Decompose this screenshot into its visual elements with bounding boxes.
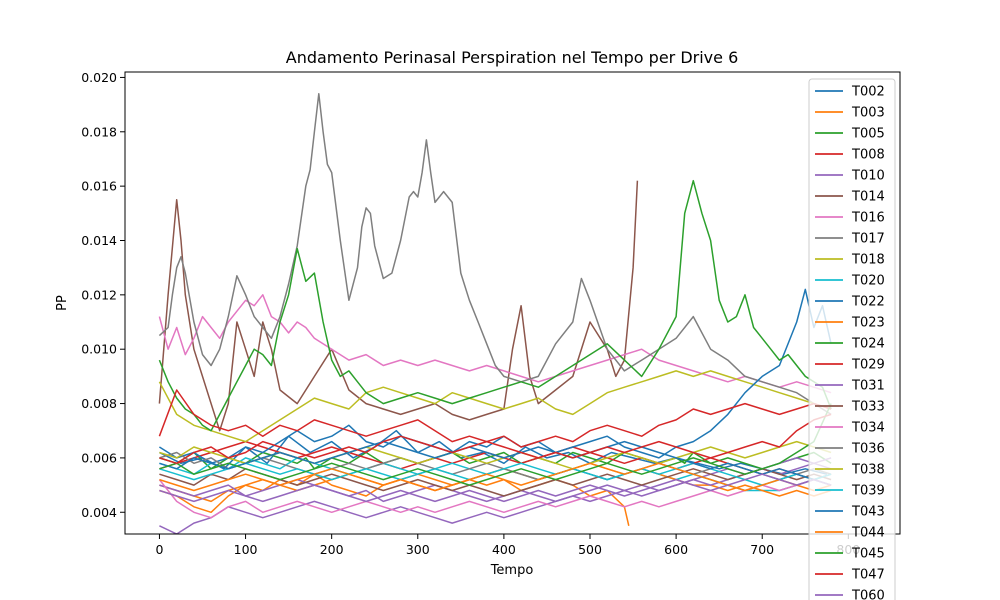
- y-tick-label: 0.012: [81, 287, 117, 302]
- series-line-t014: [158, 180, 639, 432]
- legend-label: T024: [851, 337, 885, 352]
- series-line-t034: [158, 478, 832, 519]
- series-line-t045: [159, 403, 832, 486]
- series-line-t060: [159, 473, 832, 503]
- legend-label: T017: [851, 232, 885, 247]
- x-tick-label: 400: [492, 542, 516, 557]
- legend-label: T014: [851, 190, 885, 205]
- legend-label: T036: [851, 442, 885, 457]
- legend-label: T020: [851, 274, 885, 289]
- x-tick-label: 0: [155, 542, 163, 557]
- x-axis-label: Tempo: [490, 563, 534, 578]
- legend-label: T033: [851, 400, 885, 415]
- x-tick-label: 300: [406, 542, 430, 557]
- y-axis: 0.004 0.006 0.008 0.010 0.012 0.014 0.016 0.018…: [81, 70, 125, 520]
- y-tick-label: 0.020: [81, 70, 117, 85]
- y-tick-label: 0.018: [81, 124, 117, 139]
- chart-title: Andamento Perinasal Perspiration nel Tem…: [286, 48, 739, 67]
- legend-label: T002: [851, 85, 885, 100]
- x-tick-label: 100: [234, 542, 258, 557]
- y-tick-label: 0.014: [81, 233, 117, 248]
- legend-label: T018: [851, 253, 885, 268]
- plot-frame: [124, 71, 901, 535]
- legend-label: T016: [851, 211, 885, 226]
- legend-label: T034: [851, 421, 885, 436]
- y-tick-label: 0.006: [81, 450, 117, 465]
- legend-label: T031: [851, 379, 885, 394]
- series-line-t029: [158, 389, 832, 448]
- legend-label: T005: [851, 127, 885, 142]
- y-tick-label: 0.016: [81, 179, 117, 194]
- series-line-t039: [159, 462, 832, 486]
- legend-label: T003: [851, 106, 885, 121]
- x-tick-label: 600: [664, 542, 688, 557]
- legend-label: T023: [851, 316, 885, 331]
- y-tick-label: 0.010: [81, 342, 117, 357]
- series-line-t017: [158, 92, 832, 416]
- legend-label: T045: [851, 547, 885, 562]
- legend-label: T029: [851, 358, 885, 373]
- legend-label: T060: [851, 589, 885, 600]
- legend: T002 T003 T005 T008 T010 T014 T016 T017 T018 T020…: [808, 78, 896, 600]
- series-line-t024: [158, 179, 832, 432]
- legend-label: T022: [851, 295, 885, 310]
- x-tick-label: 700: [750, 542, 774, 557]
- legend-label: T047: [851, 568, 885, 583]
- x-tick-label: 500: [578, 542, 602, 557]
- series-line-t047: [159, 413, 832, 465]
- legend-label: T038: [851, 463, 885, 478]
- legend-label: T044: [851, 526, 885, 541]
- series-line-t018: [158, 370, 832, 443]
- legend-label: T008: [851, 148, 885, 163]
- series-line-t016: [158, 294, 832, 394]
- y-tick-label: 0.004: [81, 505, 117, 520]
- legend-label: T010: [851, 169, 885, 184]
- legend-label: T043: [851, 505, 885, 520]
- y-tick-label: 0.008: [81, 396, 117, 411]
- y-axis-label: PP: [55, 295, 70, 311]
- x-tick-label: 200: [320, 542, 344, 557]
- series-layer: [158, 92, 832, 534]
- legend-label: T039: [851, 484, 885, 499]
